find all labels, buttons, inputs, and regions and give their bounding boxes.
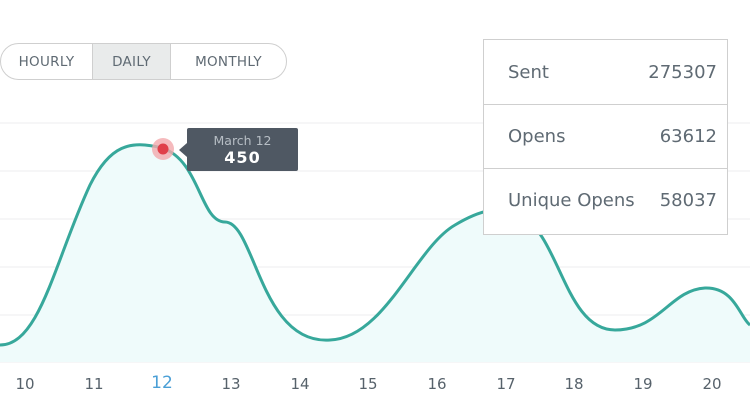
monthly-tab[interactable]: MONTHLY (195, 53, 262, 70)
daily-tab[interactable]: DAILY (93, 44, 171, 79)
x-tick-label[interactable]: 14 (290, 375, 310, 393)
x-tick-label[interactable]: 11 (84, 375, 104, 393)
x-axis-labels: 10 11 12 13 14 15 16 17 18 19 20 (0, 373, 750, 401)
x-tick-label[interactable]: 15 (358, 375, 378, 393)
tooltip-date: March 12 (213, 133, 272, 148)
highlight-point[interactable] (157, 143, 169, 155)
x-tick-label[interactable]: 16 (427, 375, 447, 393)
value-tooltip: March 12 450 (179, 128, 298, 171)
x-tick-label[interactable]: 10 (15, 375, 35, 393)
x-tick-label[interactable]: 13 (221, 375, 241, 393)
stat-value: 275307 (648, 61, 717, 83)
x-tick-label[interactable]: 18 (564, 375, 584, 393)
series-area (0, 144, 750, 362)
stat-sent: Sent 275307 (484, 40, 727, 104)
stat-value: 63612 (659, 126, 717, 147)
stat-label: Sent (508, 61, 549, 83)
series-line (0, 143, 750, 347)
tooltip-value: 450 (224, 148, 261, 167)
x-tick-label[interactable]: 20 (702, 375, 722, 393)
x-tick-label-active[interactable]: 12 (151, 373, 173, 393)
stat-unique-opens: Unique Opens 58037 (484, 168, 727, 232)
stat-label: Opens (508, 126, 566, 147)
x-tick-label[interactable]: 19 (633, 375, 653, 393)
stat-label: Unique Opens (508, 190, 635, 211)
stat-opens: Opens 63612 (484, 104, 727, 168)
hourly-tab[interactable]: HOURLY (1, 44, 93, 79)
x-tick-label[interactable]: 17 (496, 375, 516, 393)
stat-value: 58037 (659, 190, 717, 211)
range-selector: HOURLY DAILY MONTHLY (0, 43, 287, 80)
stats-panel: Sent 275307 Opens 63612 Unique Opens 580… (483, 39, 728, 235)
